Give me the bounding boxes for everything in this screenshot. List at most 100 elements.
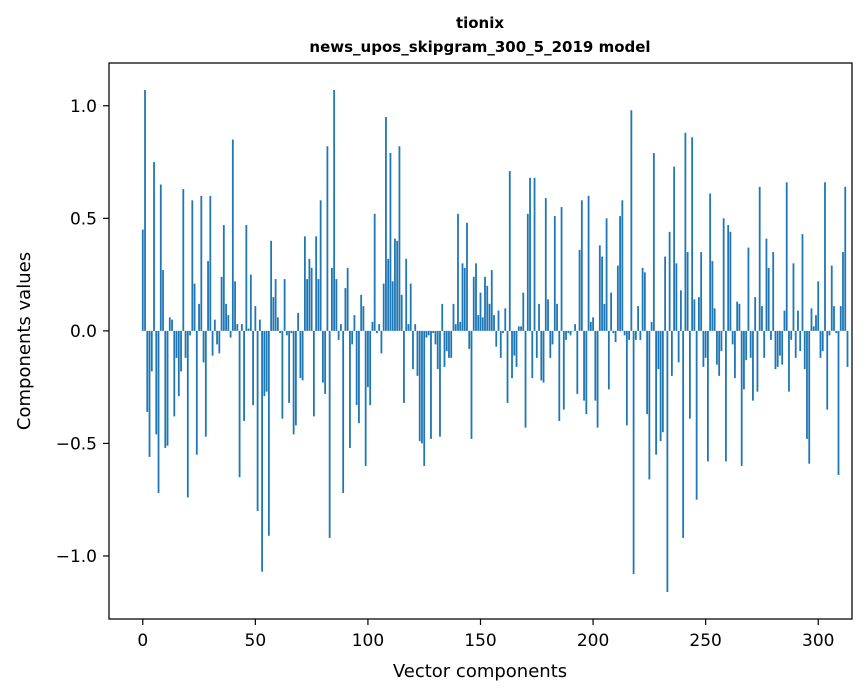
bar — [315, 236, 318, 331]
bar — [171, 319, 173, 331]
bar — [632, 330, 635, 574]
bar — [317, 279, 320, 331]
bar — [700, 252, 703, 331]
bar — [781, 330, 784, 365]
bar — [497, 310, 500, 331]
bar — [157, 330, 160, 493]
bar — [234, 281, 236, 331]
y-tick-label: −0.5 — [56, 434, 97, 454]
bar — [799, 330, 802, 352]
bar — [698, 297, 700, 331]
plot-frame — [108, 62, 853, 620]
bar — [481, 317, 484, 331]
bar — [468, 330, 471, 349]
bar — [427, 330, 430, 336]
bar — [326, 146, 329, 331]
bar — [421, 330, 423, 444]
bar — [513, 330, 516, 356]
bar — [265, 330, 268, 392]
bar — [772, 252, 775, 331]
bar — [515, 330, 518, 367]
bar — [754, 297, 757, 331]
bar — [249, 274, 252, 331]
bar — [452, 303, 455, 331]
bar — [711, 261, 714, 331]
bar — [349, 330, 351, 448]
bar — [333, 90, 336, 331]
bar — [258, 319, 261, 331]
bar — [346, 267, 349, 331]
bar — [837, 330, 840, 475]
bar — [725, 330, 727, 462]
bar — [538, 303, 540, 331]
bar — [520, 326, 522, 331]
bar — [220, 276, 223, 331]
bar — [524, 330, 527, 428]
bar — [461, 263, 464, 331]
bar — [718, 330, 721, 376]
bar — [274, 279, 277, 331]
bar — [360, 294, 363, 331]
bar — [585, 330, 588, 415]
bar — [763, 330, 766, 358]
bar — [331, 267, 333, 331]
bar — [592, 317, 594, 331]
bar — [790, 330, 793, 340]
bar — [607, 330, 610, 390]
bar — [688, 330, 691, 419]
bar — [815, 315, 817, 331]
bar — [367, 330, 369, 388]
bar — [418, 330, 421, 442]
bar — [312, 330, 315, 417]
bar — [445, 330, 448, 352]
bar — [776, 330, 779, 367]
bar — [544, 198, 547, 331]
bar — [380, 330, 383, 354]
bar — [695, 330, 698, 500]
bar — [148, 330, 151, 457]
bar — [643, 272, 646, 331]
bar — [472, 276, 475, 331]
bar — [565, 330, 567, 340]
bar — [466, 222, 468, 331]
bar — [589, 321, 592, 331]
bar — [623, 330, 626, 336]
y-tick-label: 0.0 — [70, 322, 97, 342]
bar — [531, 330, 534, 379]
bar — [231, 139, 234, 331]
bar — [846, 330, 849, 367]
bar — [177, 330, 180, 397]
bar — [691, 137, 694, 331]
bar — [745, 330, 748, 361]
bar — [628, 330, 630, 340]
bar — [240, 324, 243, 331]
bar — [770, 330, 772, 340]
bar — [670, 330, 673, 376]
bar — [551, 330, 554, 345]
bar — [450, 330, 453, 358]
bar — [785, 182, 788, 331]
bar — [243, 330, 245, 421]
bar — [720, 330, 723, 352]
bar — [328, 330, 331, 538]
bar — [567, 330, 570, 334]
bar — [650, 321, 653, 331]
bar — [508, 171, 511, 331]
bar — [362, 306, 365, 331]
bar — [666, 330, 669, 592]
bar — [734, 330, 736, 379]
bar — [159, 184, 162, 331]
bar — [522, 292, 525, 331]
bar — [459, 321, 462, 331]
bar — [247, 328, 250, 331]
bar — [556, 303, 558, 331]
bar — [792, 263, 795, 331]
bar — [432, 330, 435, 334]
bar — [731, 330, 734, 345]
bar — [747, 247, 750, 331]
bar — [704, 330, 707, 358]
bar — [407, 324, 410, 331]
bar — [376, 330, 378, 334]
